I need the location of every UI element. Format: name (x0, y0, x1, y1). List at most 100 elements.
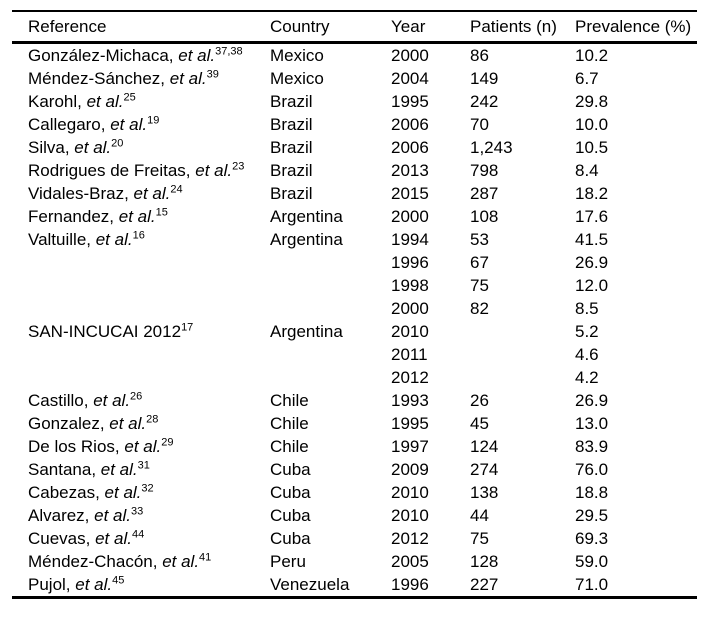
patients-cell: 45 (470, 414, 489, 433)
prevalence-cell: 4.2 (575, 368, 599, 387)
country-cell: Cuba (270, 506, 311, 525)
table-row: Castillo, et al.26 Chile 1993 26 26.9 (12, 389, 697, 412)
table-row: González-Michaca, et al.37,38 Mexico 2000 8… (12, 43, 697, 68)
year-cell: 2015 (391, 184, 429, 203)
country-cell: Cuba (270, 460, 311, 479)
reference-cell: Callegaro, et al.19 (28, 114, 160, 134)
country-cell: Brazil (270, 138, 313, 157)
table-row: Rodrigues de Freitas, et al.23 Brazil 2013… (12, 159, 697, 182)
patients-cell: 70 (470, 115, 489, 134)
prevalence-table: Reference Country Year Patients (n) Prev… (12, 10, 697, 599)
et-al-text: et al. (178, 46, 216, 65)
patients-cell: 108 (470, 207, 499, 226)
prevalence-cell: 76.0 (575, 460, 609, 479)
reference-cell: Karohl, et al.25 (28, 91, 136, 111)
patients-cell: 53 (470, 230, 489, 249)
patients-cell: 798 (470, 161, 499, 180)
column-header-reference: Reference (12, 11, 270, 44)
year-cell: 2010 (391, 483, 429, 502)
prevalence-cell: 26.9 (575, 253, 609, 272)
reference-cell: Vidales-Braz, et al.24 (28, 183, 183, 203)
year-cell: 2009 (391, 460, 429, 479)
citation-superscript: 29 (161, 436, 174, 449)
patients-cell: 26 (470, 391, 489, 410)
et-al-text: et al. (86, 92, 124, 111)
country-cell (270, 297, 391, 320)
year-cell: 1998 (391, 276, 429, 295)
prevalence-cell: 59.0 (575, 552, 609, 571)
country-cell (270, 274, 391, 297)
country-cell: Chile (270, 437, 309, 456)
year-cell: 1995 (391, 92, 429, 111)
prevalence-cell: 8.5 (575, 299, 599, 318)
patients-cell (470, 343, 575, 366)
country-cell: Cuba (270, 529, 311, 548)
reference-cell (12, 343, 270, 366)
year-cell: 1993 (391, 391, 429, 410)
patients-cell: 138 (470, 483, 499, 502)
table-row: 1998 75 12.0 (12, 274, 697, 297)
et-al-text: et al. (195, 161, 233, 180)
reference-cell (12, 251, 270, 274)
table-row: Valtuille, et al.16 Argentina 1994 53 41.5 (12, 228, 697, 251)
patients-cell: 274 (470, 460, 499, 479)
table-row: SAN-INCUCAI 201217 Argentina 2010 5.2 (12, 320, 697, 343)
reference-cell: Valtuille, et al.16 (28, 229, 145, 249)
citation-superscript: 37,38 (215, 45, 243, 58)
country-cell (270, 343, 391, 366)
table-row: Méndez-Sánchez, et al.39 Mexico 2004 149 6.7 (12, 67, 697, 90)
patients-cell: 67 (470, 253, 489, 272)
column-header-prevalence: Prevalence (%) (575, 11, 697, 44)
page: Reference Country Year Patients (n) Prev… (0, 10, 712, 624)
citation-superscript: 32 (141, 482, 154, 495)
year-cell: 1996 (391, 575, 429, 594)
citation-superscript: 31 (137, 459, 150, 472)
table-row: Silva, et al.20 Brazil 2006 1,243 10.5 (12, 136, 697, 159)
reference-cell: SAN-INCUCAI 201217 (28, 321, 194, 341)
year-cell: 2013 (391, 161, 429, 180)
et-al-text: et al. (110, 115, 148, 134)
patients-cell: 128 (470, 552, 499, 571)
reference-cell: Fernandez, et al.15 (28, 206, 168, 226)
year-cell: 2010 (391, 506, 429, 525)
reference-cell: Alvarez, et al.33 (28, 505, 144, 525)
column-header-country: Country (270, 11, 391, 44)
citation-superscript: 41 (199, 551, 212, 564)
citation-superscript: 25 (123, 91, 136, 104)
header-row: Reference Country Year Patients (n) Prev… (12, 11, 697, 44)
citation-superscript: 45 (112, 574, 125, 587)
prevalence-cell: 6.7 (575, 69, 599, 88)
citation-superscript: 26 (130, 390, 143, 403)
year-cell: 2005 (391, 552, 429, 571)
table-row: 2012 4.2 (12, 366, 697, 389)
et-al-text: et al. (104, 483, 142, 502)
table-row: Cabezas, et al.32 Cuba 2010 138 18.8 (12, 481, 697, 504)
table-row: 2011 4.6 (12, 343, 697, 366)
et-al-text: et al. (133, 184, 171, 203)
patients-cell: 287 (470, 184, 499, 203)
reference-cell: Méndez-Chacón, et al.41 (28, 551, 212, 571)
et-al-text: et al. (74, 138, 112, 157)
year-cell: 2000 (391, 207, 429, 226)
year-cell: 2004 (391, 69, 429, 88)
table-row: De los Rios, et al.29 Chile 1997 124 83.9 (12, 435, 697, 458)
country-cell: Mexico (270, 69, 324, 88)
year-cell: 2006 (391, 115, 429, 134)
patients-cell (470, 366, 575, 389)
country-cell: Argentina (270, 322, 343, 341)
prevalence-cell: 26.9 (575, 391, 609, 410)
year-cell: 1997 (391, 437, 429, 456)
year-cell: 1994 (391, 230, 429, 249)
et-al-text: et al. (124, 437, 162, 456)
reference-cell: Cabezas, et al.32 (28, 482, 154, 502)
year-cell: 2000 (391, 299, 429, 318)
table-row: Karohl, et al.25 Brazil 1995 242 29.8 (12, 90, 697, 113)
prevalence-cell: 10.5 (575, 138, 609, 157)
column-header-patients: Patients (n) (470, 11, 575, 44)
et-al-text: et al. (169, 69, 207, 88)
et-al-text: et al. (75, 575, 113, 594)
citation-superscript: 15 (155, 206, 168, 219)
prevalence-cell: 71.0 (575, 575, 609, 594)
year-cell: 2011 (391, 345, 428, 364)
et-al-text: et al. (100, 460, 138, 479)
